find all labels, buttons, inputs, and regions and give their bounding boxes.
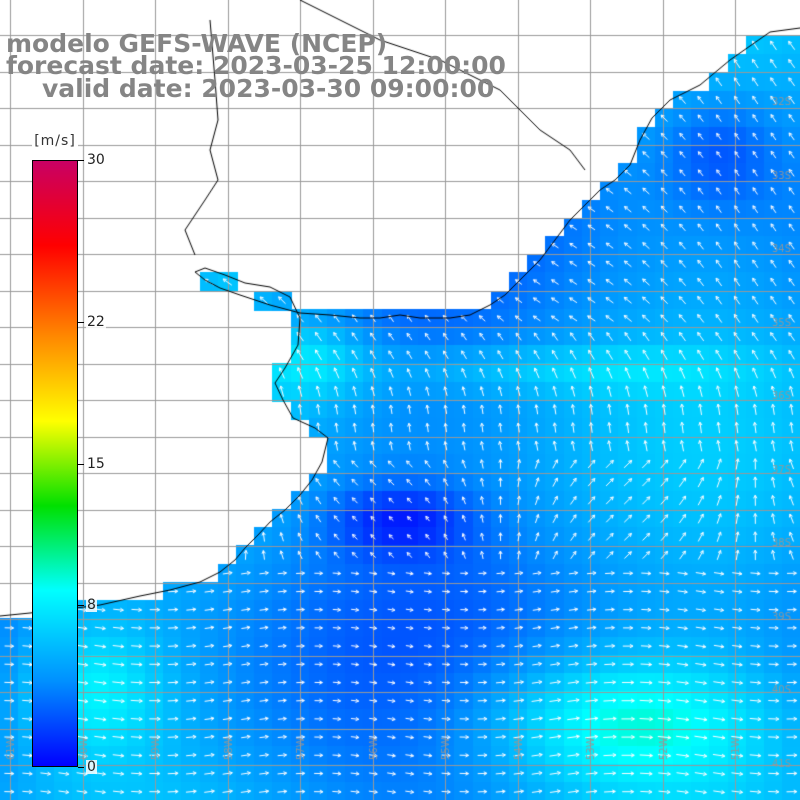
colorbar-tick-label: 15: [86, 455, 106, 472]
colorbar-tick-mark: [78, 322, 84, 323]
colorbar-tick-mark: [78, 160, 84, 161]
colorbar-tick-mark: [78, 605, 84, 606]
colorbar-tick-label: 8: [86, 597, 97, 614]
colorbar-tick-mark: [78, 464, 84, 465]
forecast-date: forecast date: 2023-03-25 12:00:00: [6, 51, 506, 80]
colorbar-tick-label: 30: [86, 152, 106, 168]
valid-date: valid date: 2023-03-30 09:00:00: [42, 74, 495, 103]
colorbar-unit: [m/s]: [32, 133, 78, 149]
colorbar-tick-label: 22: [86, 313, 106, 330]
colorbar: [32, 160, 78, 767]
colorbar-tick-label: 0: [86, 759, 97, 775]
colorbar-tick-mark: [78, 767, 84, 768]
model-title: modelo GEFS-WAVE (NCEP): [6, 29, 388, 58]
